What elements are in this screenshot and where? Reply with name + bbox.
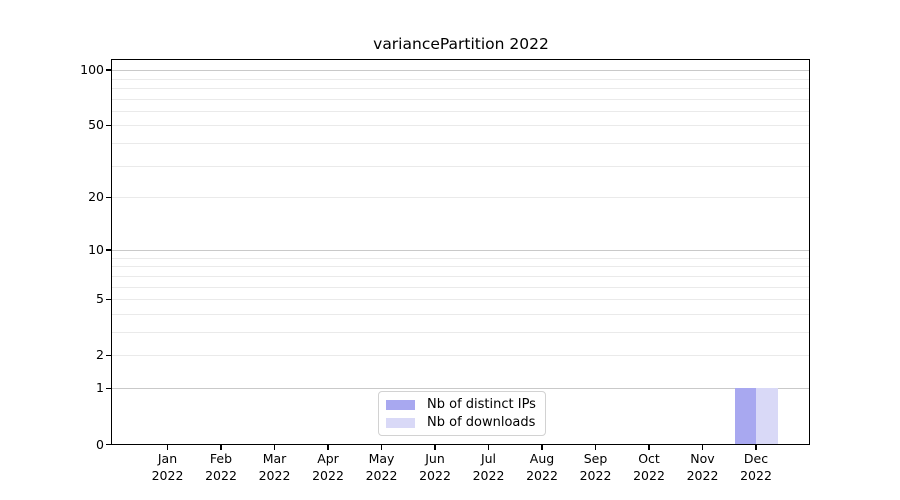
y-tick-mark [105,249,112,251]
y-tick-mark [105,387,112,389]
minor-gridline [112,332,810,333]
chart-title: variancePartition 2022 [373,35,549,53]
x-tick-mark [701,445,704,451]
x-tick-mark [594,445,597,451]
x-tick-label: Mar 2022 [245,451,305,484]
y-tick-label: 10 [88,241,104,257]
major-gridline [112,70,810,71]
x-tick-label: Apr 2022 [298,451,358,484]
minor-gridline [112,257,810,259]
legend-label-downloads: Nb of downloads [427,415,536,430]
x-tick-year: 2022 [633,467,665,483]
minor-gridline [112,313,810,315]
x-tick-mark [220,445,222,451]
minor-gridline [112,266,810,268]
minor-gridline [112,355,810,357]
legend-entry-downloads: Nb of downloads [386,415,536,430]
x-tick-label: Jul 2022 [459,451,519,484]
y-tick-label: 100 [80,62,104,77]
x-tick-label: Sep 2022 [566,451,626,484]
minor-gridline [112,143,810,145]
x-tick-year: 2022 [579,467,612,483]
major-gridline [112,249,810,251]
x-tick-year: 2022 [472,467,505,483]
minor-gridline [112,299,810,301]
x-tick-label: Dec 2022 [726,451,786,484]
legend-swatch-distinct-ips [386,399,415,410]
y-tick-mark [105,443,112,446]
x-tick-mark [434,445,436,451]
major-gridline [112,388,810,390]
y-tick-mark [105,124,112,127]
minor-gridline [112,125,810,127]
x-tick-mark [327,445,329,451]
legend: Nb of distinct IPs Nb of downloads [378,391,546,436]
bar-downloads [756,388,778,445]
minor-gridline [112,197,810,199]
x-tick-mark [380,445,383,451]
x-tick-mark [541,445,543,451]
x-tick-year: 2022 [740,467,772,483]
x-tick-mark [755,445,757,451]
x-tick-year: 2022 [686,467,719,483]
x-tick-label: Nov 2022 [673,451,733,484]
bar-distinct-ips [734,388,756,445]
x-tick-year: 2022 [258,467,291,483]
y-tick-mark [105,298,112,300]
y-tick-label: 0 [96,436,104,452]
x-tick-year: 2022 [205,467,237,483]
minor-gridline [112,87,810,89]
x-tick-label: May 2022 [352,451,412,484]
y-tick-mark [105,69,112,71]
x-tick-year: 2022 [526,467,558,483]
y-tick-mark [105,354,112,356]
y-tick-label: 50 [88,117,104,133]
minor-gridline [112,286,810,288]
x-tick-label: Aug 2022 [512,451,572,484]
legend-entry-distinct-ips: Nb of distinct IPs [386,397,536,412]
x-tick-label: Feb 2022 [191,451,251,484]
y-tick-label: 5 [96,291,104,307]
x-tick-label: Jun 2022 [405,451,465,484]
x-tick-mark [273,445,276,451]
x-tick-mark [166,445,169,451]
x-tick-year: 2022 [312,467,344,483]
minor-gridline [112,78,810,80]
x-tick-mark [487,445,490,451]
minor-gridline [112,110,810,112]
y-tick-label: 2 [96,347,104,363]
legend-swatch-downloads [386,417,415,428]
minor-gridline [112,165,810,167]
x-tick-year: 2022 [365,467,398,483]
y-tick-mark [105,196,112,199]
x-tick-mark [648,445,650,451]
minor-gridline [112,275,810,277]
x-tick-label: Oct 2022 [619,451,679,484]
x-tick-label: Jan 2022 [138,451,198,484]
legend-label-distinct-ips: Nb of distinct IPs [427,397,536,412]
x-tick-year: 2022 [419,467,451,483]
minor-gridline [112,98,810,100]
x-tick-year: 2022 [151,467,184,483]
y-tick-label: 20 [88,189,104,205]
y-tick-label: 1 [96,380,104,396]
plot-border [110,58,811,446]
